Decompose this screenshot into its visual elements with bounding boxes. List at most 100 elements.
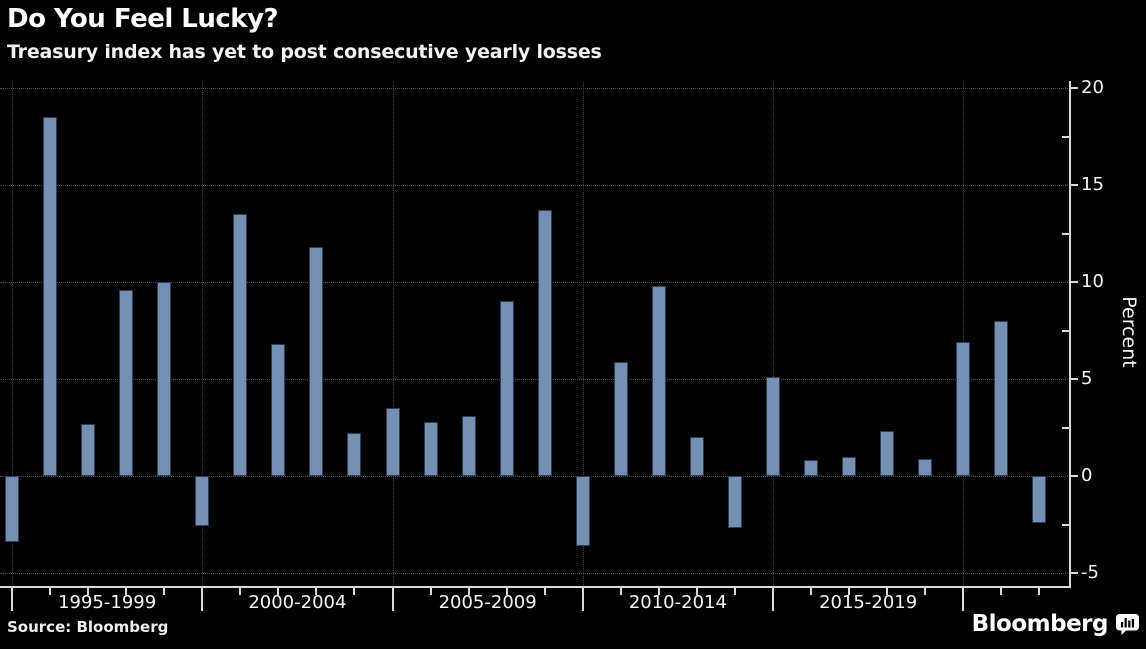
x-tick-2019 [962,588,965,611]
bar-2000 [233,214,248,476]
y-tick-label-20: 20 [1081,77,1104,98]
x-group-label-1995-1999: 1995-1999 [58,592,157,613]
y-tick-10 [1070,281,1078,283]
x-tick-2013 [733,588,736,595]
gridline-y-15 [0,185,1070,186]
bar-2005 [423,421,438,476]
gridline-x-2019 [963,82,965,587]
y-axis-title: Percent [1118,296,1140,368]
bar-1998 [157,282,172,476]
x-tick-2006 [467,588,470,595]
gridline-x-1999 [202,82,204,587]
bar-2004 [385,408,400,476]
y-tick-label-0: 0 [1081,465,1093,486]
x-group-label-2015-2019: 2015-2019 [819,592,918,613]
x-tick-2011 [657,588,660,595]
x-tick-1996 [87,588,90,595]
bar-2003 [347,433,362,476]
bar-2002 [309,247,324,476]
bar-2010 [613,361,628,476]
y-tick--5 [1070,572,1078,574]
x-tick-2021 [1038,588,1041,595]
x-tick-2009 [581,588,584,611]
bar-2016 [842,456,857,476]
chart-subtitle: Treasury index has yet to post consecuti… [7,41,602,63]
x-tick-2010 [619,588,622,595]
gridline-x-2009 [582,82,584,587]
bar-2011 [651,285,666,476]
bar-2012 [689,437,704,476]
y-tick-label--5: -5 [1081,562,1099,583]
bar-1997 [119,289,134,476]
chart-title: Do You Feel Lucky? [7,4,279,34]
bar-1996 [81,423,96,476]
bar-2007 [499,301,514,476]
bar-2008 [537,210,552,476]
y-tick-15 [1070,184,1078,186]
bar-2019 [956,342,971,476]
x-tick-2018 [924,588,927,595]
bar-1994 [5,476,19,542]
gridline-y-0 [0,476,1070,477]
x-tick-2001 [277,588,280,595]
x-group-label-2005-2009: 2005-2009 [438,592,537,613]
y-minor-tick--2.5 [1062,523,1069,526]
gridline-y-5 [0,379,1070,380]
y-tick-0 [1070,475,1078,477]
x-tick-2005 [429,588,432,595]
y-minor-tick-17.5 [1062,135,1069,138]
x-tick-1995 [49,588,52,595]
x-tick-2004 [391,588,394,611]
x-group-label-2000-2004: 2000-2004 [248,592,347,613]
x-tick-2017 [886,588,889,595]
bar-2014 [766,377,780,476]
x-tick-2016 [848,588,851,595]
bloomberg-logo: Bloomberg [972,610,1139,638]
bloomberg-terminal-icon [1116,613,1139,635]
bar-2015 [804,460,819,476]
x-tick-1997 [125,588,128,595]
gridline-x-2004 [392,82,394,587]
x-tick-1999 [201,588,204,611]
bar-1999 [195,476,210,527]
bar-2020 [994,320,1009,476]
y-minor-tick-2.5 [1062,426,1069,429]
y-tick-label-10: 10 [1081,271,1104,292]
bar-1995 [43,117,58,476]
x-tick-2012 [695,588,698,595]
bar-2009 [575,476,590,546]
x-tick-2000 [239,588,242,595]
y-axis-line [1069,81,1071,588]
x-tick-2020 [1000,588,1003,595]
x-tick-2007 [505,588,508,595]
y-tick-5 [1070,378,1078,380]
bar-2017 [880,431,895,476]
x-group-label-2010-2014: 2010-2014 [628,592,727,613]
source-note: Source: Bloomberg [7,618,169,636]
x-tick-2014 [772,588,774,611]
gridline-y-10 [0,282,1070,283]
bloomberg-logo-text: Bloomberg [971,611,1109,637]
y-minor-tick-7.5 [1062,329,1069,332]
bar-2013 [727,476,742,529]
bar-2021 [1032,476,1047,523]
x-tick-2003 [353,588,356,595]
bar-2018 [918,458,933,476]
y-minor-tick-12.5 [1062,232,1069,235]
x-tick-1994 [11,588,13,611]
y-tick-20 [1070,87,1078,89]
y-tick-label-5: 5 [1081,368,1093,389]
bar-2006 [461,415,476,476]
gridline-x-2014 [773,82,774,587]
bar-2001 [271,344,286,476]
x-axis-line [0,586,1071,588]
gridline-y-20 [0,88,1070,89]
x-tick-2008 [543,588,546,595]
y-tick-label-15: 15 [1081,174,1104,195]
x-tick-1998 [163,588,166,595]
gridline-x-1994 [12,82,13,587]
x-tick-2002 [315,588,318,595]
gridline-y--5 [0,573,1070,574]
